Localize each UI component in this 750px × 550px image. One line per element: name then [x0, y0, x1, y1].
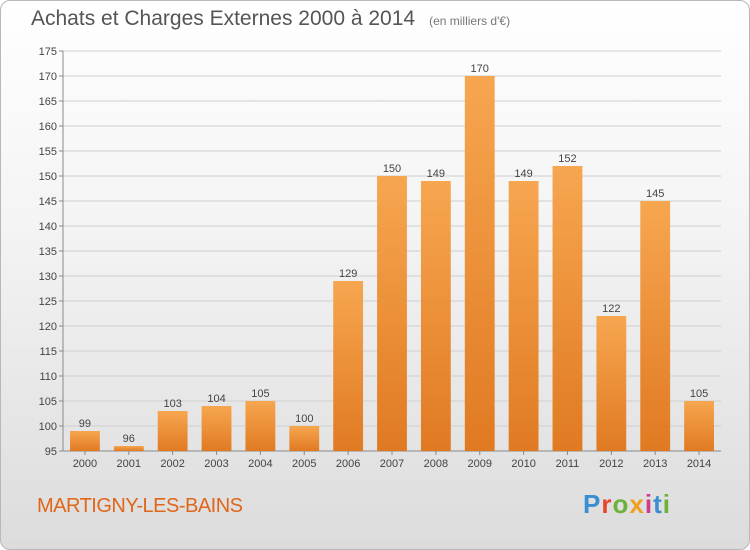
- bar-value-label: 129: [339, 268, 357, 280]
- x-tick-label: 2013: [643, 458, 667, 470]
- y-tick-label: 155: [39, 146, 57, 158]
- bar: [245, 401, 276, 451]
- logo-letter: P: [583, 489, 602, 519]
- proxiti-logo: Proxiti: [583, 489, 671, 520]
- x-tick-label: 2011: [556, 458, 580, 470]
- logo-letter: x: [629, 489, 645, 519]
- bar: [596, 316, 627, 451]
- y-tick-label: 150: [39, 171, 57, 183]
- x-tick-label: 2010: [511, 458, 535, 470]
- bar-value-label: 170: [471, 63, 489, 75]
- bar-value-label: 105: [251, 388, 269, 400]
- x-tick-label: 2003: [204, 458, 228, 470]
- bar: [420, 181, 451, 451]
- location-label: MARTIGNY-LES-BAINS: [37, 495, 243, 517]
- bar-value-label: 105: [690, 388, 708, 400]
- bar: [464, 76, 495, 451]
- y-tick-label: 165: [39, 96, 57, 108]
- x-tick-label: 2012: [599, 458, 623, 470]
- y-tick-label: 175: [39, 46, 57, 58]
- bar-value-label: 149: [427, 168, 445, 180]
- bar-value-label: 104: [207, 393, 225, 405]
- bar-value-label: 100: [295, 413, 313, 425]
- bar: [289, 426, 320, 451]
- y-tick-label: 170: [39, 71, 57, 83]
- bar-value-label: 152: [558, 153, 576, 165]
- logo-letter: o: [612, 489, 630, 519]
- y-tick-label: 140: [39, 221, 57, 233]
- bar-value-label: 99: [79, 418, 91, 430]
- y-tick-label: 100: [39, 421, 57, 433]
- logo-letter: r: [601, 489, 613, 519]
- bar: [508, 181, 539, 451]
- bar: [377, 176, 407, 451]
- x-tick-label: 2008: [424, 458, 448, 470]
- bar: [157, 411, 188, 451]
- bar: [113, 446, 144, 451]
- x-tick-label: 2014: [687, 458, 711, 470]
- bar-value-label: 122: [602, 303, 620, 315]
- unit-label: (en milliers d'€): [429, 14, 511, 28]
- x-tick-label: 2002: [160, 458, 184, 470]
- logo-letter: t: [653, 489, 663, 519]
- title-text: Achats et Charges Externes 2000 à 2014: [31, 7, 416, 30]
- bar: [201, 406, 232, 451]
- x-tick-label: 2004: [248, 458, 272, 470]
- chart-title: Achats et Charges Externes 2000 à 2014 (e…: [31, 7, 510, 31]
- logo-letter: i: [662, 489, 671, 519]
- bar: [552, 166, 583, 451]
- y-tick-label: 125: [39, 296, 57, 308]
- y-tick-label: 135: [39, 246, 57, 258]
- y-tick-label: 120: [39, 321, 57, 333]
- bar: [333, 281, 364, 451]
- x-tick-label: 2001: [117, 458, 141, 470]
- bar: [70, 431, 100, 451]
- bar-value-label: 103: [163, 398, 181, 410]
- bar-value-label: 145: [646, 188, 664, 200]
- y-tick-label: 145: [39, 196, 57, 208]
- bar: [684, 401, 714, 451]
- y-tick-label: 115: [39, 346, 57, 358]
- x-tick-label: 2006: [336, 458, 360, 470]
- logo-letter: i: [644, 489, 654, 519]
- x-tick-label: 2009: [467, 458, 491, 470]
- y-tick-label: 105: [39, 396, 57, 408]
- x-tick-label: 2007: [380, 458, 404, 470]
- y-tick-label: 130: [39, 271, 57, 283]
- y-tick-label: 110: [39, 371, 57, 383]
- y-tick-label: 160: [39, 121, 57, 133]
- x-tick-label: 2000: [73, 458, 97, 470]
- x-tick-label: 2005: [292, 458, 316, 470]
- bar-value-label: 150: [383, 163, 401, 175]
- bar-value-label: 149: [514, 168, 532, 180]
- bar-value-label: 96: [123, 433, 135, 445]
- y-tick-label: 95: [45, 446, 57, 458]
- bar: [640, 201, 671, 451]
